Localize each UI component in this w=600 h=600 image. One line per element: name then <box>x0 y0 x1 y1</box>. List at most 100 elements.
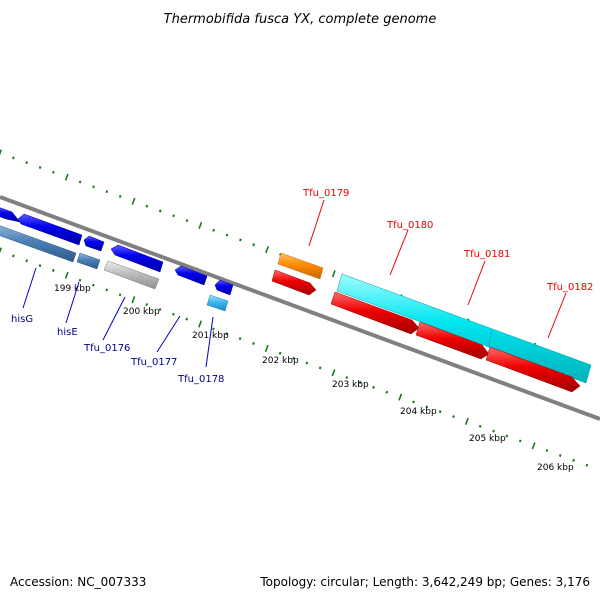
tick-minor <box>11 156 15 160</box>
tick-minor <box>172 312 175 316</box>
gene-label-hisE[interactable]: hisE <box>57 327 78 338</box>
tick-minor <box>425 405 429 409</box>
label-leaders <box>22 199 567 368</box>
tick-major <box>531 442 536 450</box>
gene-feature-tfu-0181[interactable] <box>415 321 490 360</box>
tick-minor <box>545 449 549 453</box>
tick-minor <box>158 209 162 213</box>
tick-minor <box>118 194 122 198</box>
gene-divider <box>488 329 493 347</box>
tick-minor <box>118 293 122 297</box>
gene-feature-hisG-upper[interactable] <box>0 207 21 223</box>
tick-minor <box>78 180 82 184</box>
tick-minor <box>318 366 322 370</box>
tick-minor <box>172 214 175 218</box>
gene-label-tfu-0176[interactable]: Tfu_0176 <box>83 343 130 354</box>
gene-label-tfu-0178[interactable]: Tfu_0178 <box>177 374 224 385</box>
tick-major <box>131 197 136 205</box>
gene-label-tfu-0182[interactable]: Tfu_0182 <box>546 282 593 293</box>
tick-minor <box>158 307 162 311</box>
gene-feature-tfu-0176[interactable] <box>103 260 160 290</box>
gene-feature-block[interactable] <box>110 244 164 273</box>
tick-major <box>331 369 336 377</box>
tick-minor <box>292 356 295 360</box>
tick-minor <box>225 233 229 237</box>
tick-minor <box>185 317 189 321</box>
scale-label: 202 kbp <box>262 356 299 366</box>
tick-minor <box>239 238 242 242</box>
gene-feature-hisG[interactable] <box>0 225 77 263</box>
tick-minor <box>372 385 375 389</box>
tick-minor <box>558 454 562 457</box>
gene-feature-block[interactable] <box>214 279 234 296</box>
tick-minor <box>358 380 362 384</box>
tick-minor <box>585 463 589 467</box>
tick-minor <box>225 332 229 336</box>
scale-label: 204 kbp <box>400 407 437 417</box>
genome-backbone <box>0 195 600 421</box>
tick-minor <box>78 278 82 282</box>
tick-minor <box>305 361 309 365</box>
tick-minor <box>518 439 522 443</box>
inner-tick-ring <box>0 247 589 467</box>
tick-minor <box>38 264 42 268</box>
tick-minor <box>492 429 495 433</box>
gene-feature-tfu-0178[interactable] <box>206 294 229 312</box>
scale-label: 203 kbp <box>332 380 369 390</box>
gene-label-tfu-0180[interactable]: Tfu_0180 <box>386 220 433 231</box>
gene-feature-block[interactable] <box>17 213 83 246</box>
scale-label: 206 kbp <box>537 463 574 473</box>
accession-text: Accession: NC_007333 <box>10 575 146 589</box>
tick-major <box>64 173 69 181</box>
scale-labels: 199 kbp 200 kbp 201 kbp 202 kbp 203 kbp … <box>54 284 574 473</box>
gene-feature-red-0179[interactable] <box>271 269 317 296</box>
tick-major <box>198 221 203 229</box>
gene-feature-block[interactable] <box>83 235 105 252</box>
tick-minor <box>278 351 282 355</box>
gene-feature-tfu-0180-0182-cyan[interactable] <box>336 273 592 384</box>
scale-label: 201 kbp <box>192 331 229 341</box>
tick-major <box>331 270 336 278</box>
gene-feature-block[interactable] <box>174 265 208 286</box>
gene-labels: hisG hisE Tfu_0176 Tfu_0177 Tfu_0178 Tfu… <box>11 188 593 385</box>
tick-minor <box>145 204 149 208</box>
tick-minor <box>385 390 389 394</box>
gene-label-tfu-0177[interactable]: Tfu_0177 <box>130 357 177 368</box>
tick-minor <box>25 161 29 165</box>
tick-major <box>64 271 69 279</box>
map-title: Thermobifida fusca YX, complete genome <box>164 12 437 27</box>
tick-major <box>0 149 2 156</box>
tick-minor <box>38 166 42 169</box>
scale-label: 199 kbp <box>54 284 91 294</box>
gene-label-tfu-0181[interactable]: Tfu_0181 <box>463 249 510 260</box>
genome-summary-text: Topology: circular; Length: 3,642,249 bp… <box>259 575 590 589</box>
gene-feature-tfu-0179[interactable] <box>277 252 324 280</box>
tick-minor <box>51 268 55 272</box>
tick-minor <box>252 342 255 345</box>
tick-minor <box>52 170 55 174</box>
tick-minor <box>105 288 109 292</box>
scale-label: 205 kbp <box>469 434 506 444</box>
gene-label-hisG[interactable]: hisG <box>11 314 33 325</box>
gene-feature-tfu-0180[interactable] <box>330 291 420 335</box>
tick-minor <box>92 185 95 189</box>
scale-label: 200 kbp <box>123 307 160 317</box>
tick-minor <box>252 243 256 247</box>
tick-minor <box>145 303 149 307</box>
gene-label-tfu-0179[interactable]: Tfu_0179 <box>302 188 349 199</box>
gene-feature-hisE[interactable] <box>76 252 101 270</box>
tick-major <box>398 393 403 401</box>
tick-major <box>464 417 469 425</box>
gene-feature-tfu-0182[interactable] <box>485 346 581 393</box>
tick-major <box>198 320 203 328</box>
tick-minor <box>105 190 109 194</box>
tick-major <box>265 246 270 254</box>
tick-minor <box>212 327 215 331</box>
tick-minor <box>505 434 509 438</box>
gene-features <box>0 207 592 393</box>
tick-minor <box>238 337 242 341</box>
tick-minor <box>185 219 189 223</box>
tick-major <box>0 247 2 254</box>
tick-minor <box>92 283 95 287</box>
